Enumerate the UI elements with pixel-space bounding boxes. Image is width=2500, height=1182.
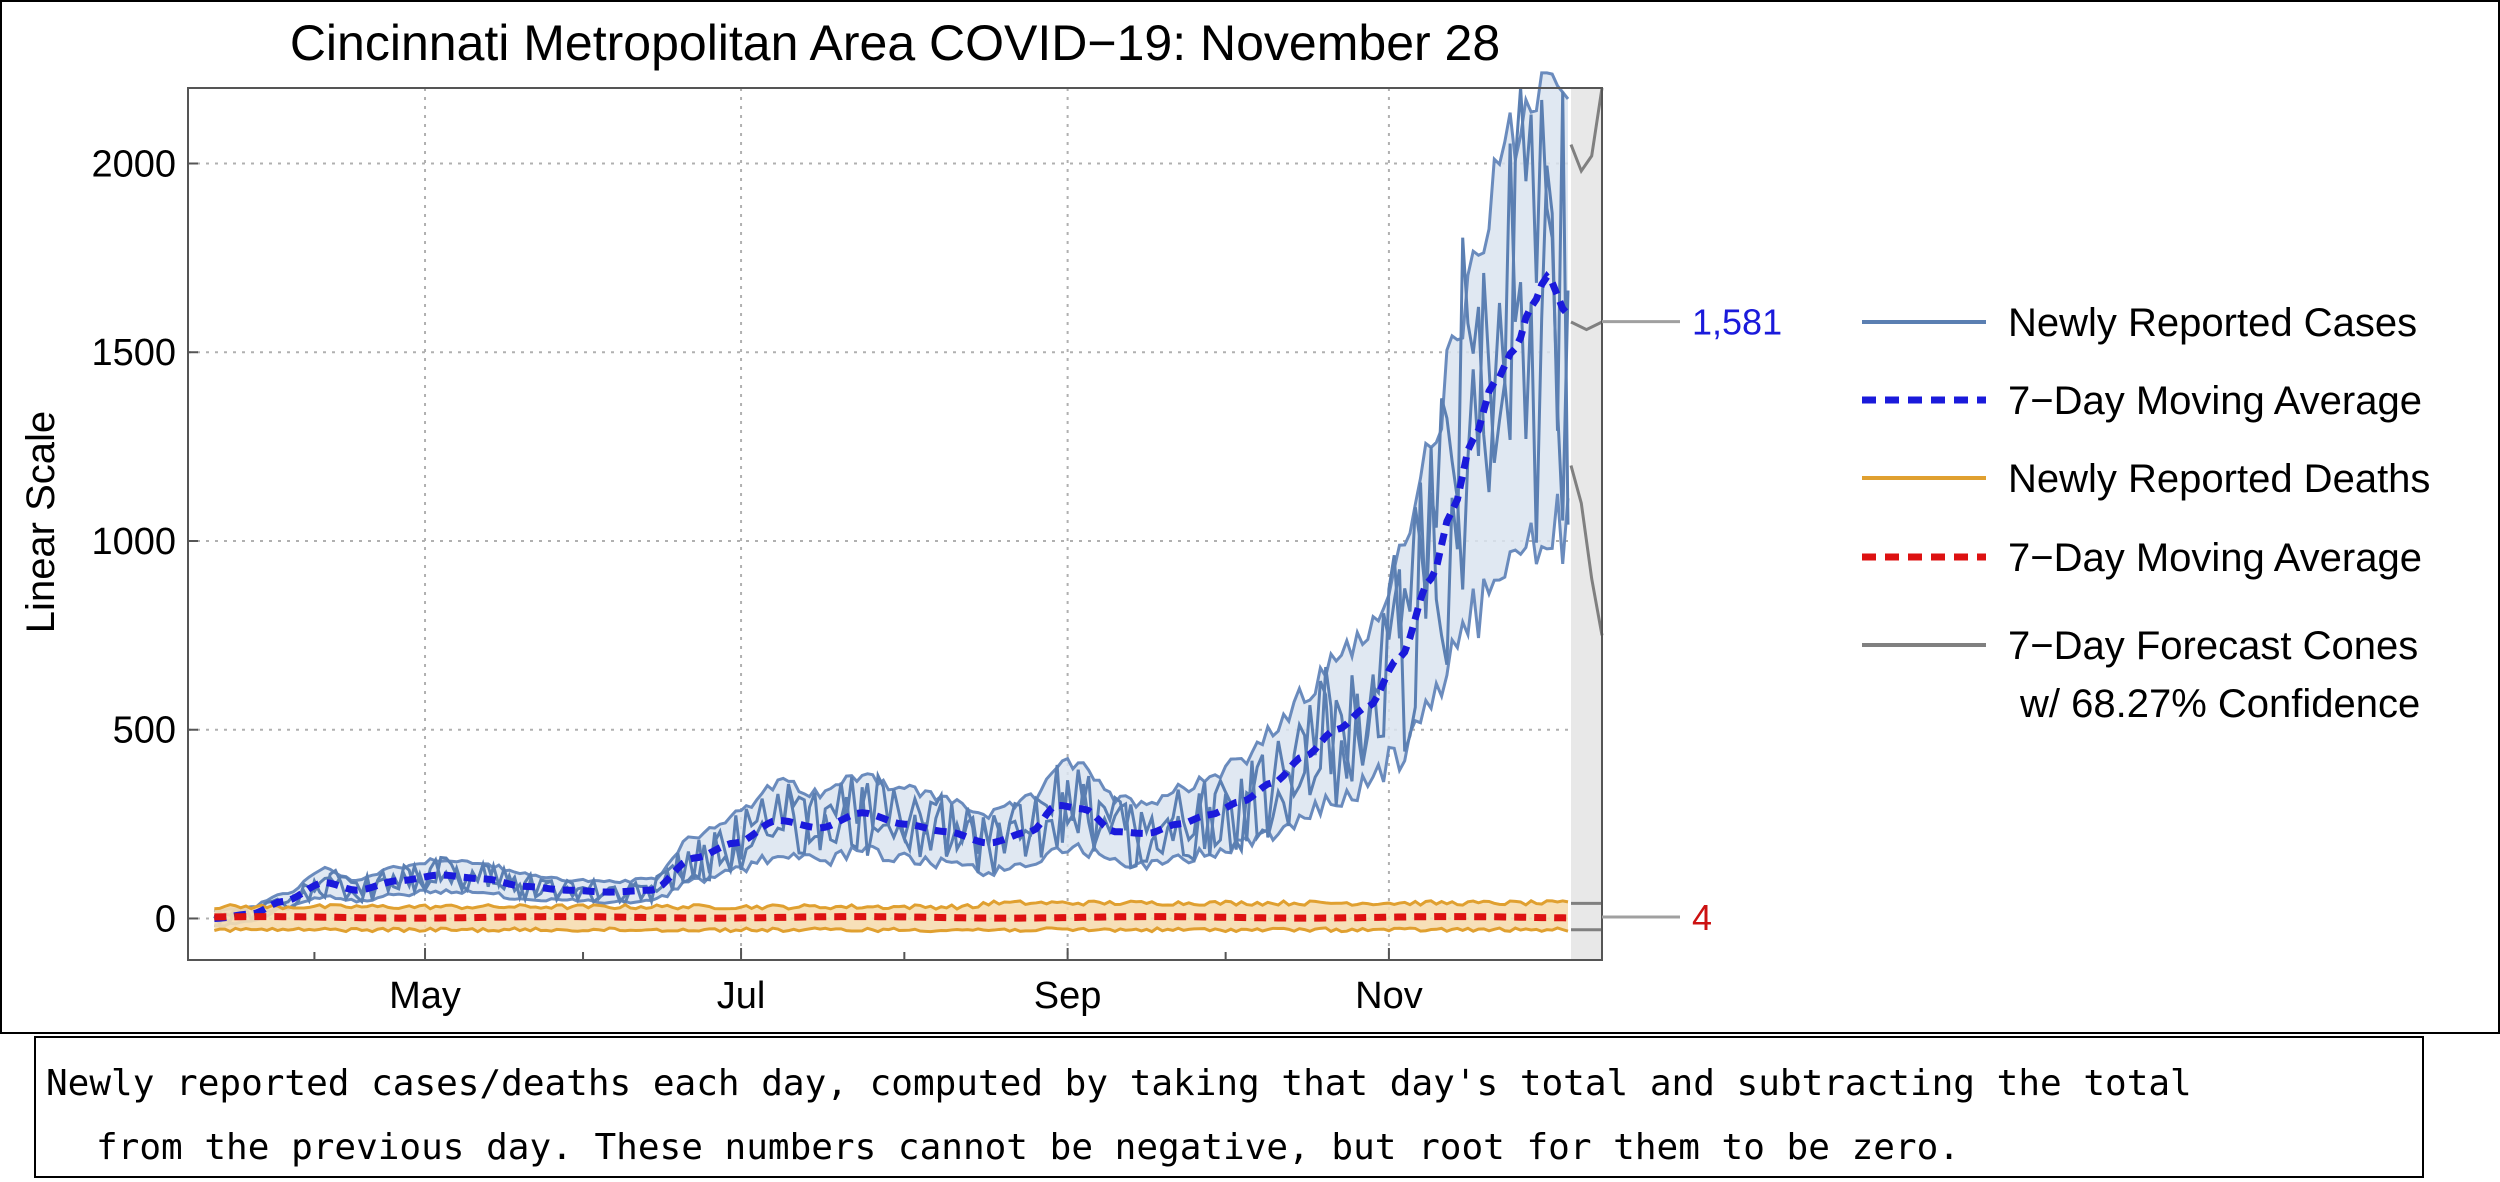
legend-sublabel: w/ 68.27% Confidence bbox=[2019, 682, 2420, 726]
forecast-cone-cases-lower bbox=[1569, 465, 1604, 636]
y-tick-label: 1500 bbox=[91, 332, 176, 374]
deaths-moving-average-line bbox=[214, 913, 1569, 922]
end-label-value: 4 bbox=[1692, 897, 1712, 938]
forecast-cone-cases-mid bbox=[1570, 320, 1603, 332]
caption-line-2: from the previous day. These numbers can… bbox=[96, 1127, 1960, 1168]
caption-box: Newly reported cases/deaths each day, co… bbox=[34, 1036, 2424, 1178]
axes: 0 500 1000 1500 2000 May Jul Sep Nov bbox=[91, 143, 1422, 1017]
legend-label: 7−Day Forecast Cones bbox=[2008, 624, 2418, 668]
x-tick-label: Jul bbox=[717, 975, 766, 1017]
legend-label: 7−Day Moving Average bbox=[2008, 536, 2422, 580]
end-labels: 1,581 4 bbox=[1602, 302, 1782, 938]
y-tick-label: 1000 bbox=[91, 521, 176, 563]
x-tick-label: Sep bbox=[1034, 975, 1102, 1017]
y-tick-label: 2000 bbox=[91, 143, 176, 185]
cases-upper-line bbox=[214, 71, 1570, 913]
y-tick-label: 500 bbox=[113, 710, 176, 752]
legend: Newly Reported Cases 7−Day Moving Average… bbox=[1862, 301, 2430, 726]
cases-lower-line bbox=[214, 493, 1570, 928]
cases-moving-average-line bbox=[214, 270, 1571, 922]
legend-label: Newly Reported Cases bbox=[2008, 301, 2417, 345]
legend-label: Newly Reported Deaths bbox=[2008, 457, 2430, 501]
plot-frame bbox=[187, 87, 1603, 961]
newly-reported-cases-line bbox=[213, 87, 1570, 927]
x-tick-label: May bbox=[389, 975, 461, 1017]
end-label-value: 1,581 bbox=[1692, 302, 1782, 343]
x-tick-label: Nov bbox=[1355, 975, 1423, 1017]
y-axis-label: Linear Scale bbox=[19, 411, 63, 633]
y-tick-label: 0 bbox=[155, 898, 176, 940]
legend-label: 7−Day Moving Average bbox=[2008, 379, 2422, 423]
newly-reported-cases-line-2 bbox=[213, 91, 1570, 923]
caption-line-1: Newly reported cases/deaths each day, co… bbox=[46, 1063, 2192, 1104]
forecast-cone-cases-upper bbox=[1569, 87, 1604, 175]
chart-title: Cincinnati Metropolitan Area COVID−19: N… bbox=[290, 15, 1500, 71]
forecast-cone-region bbox=[1571, 88, 1602, 960]
deaths-lower-line bbox=[213, 926, 1569, 934]
figure-frame bbox=[0, 0, 2500, 1034]
plot-data bbox=[213, 71, 1604, 960]
chart: Cincinnati Metropolitan Area COVID−19: N… bbox=[19, 15, 2430, 1017]
newly-reported-deaths-line bbox=[214, 899, 1569, 911]
